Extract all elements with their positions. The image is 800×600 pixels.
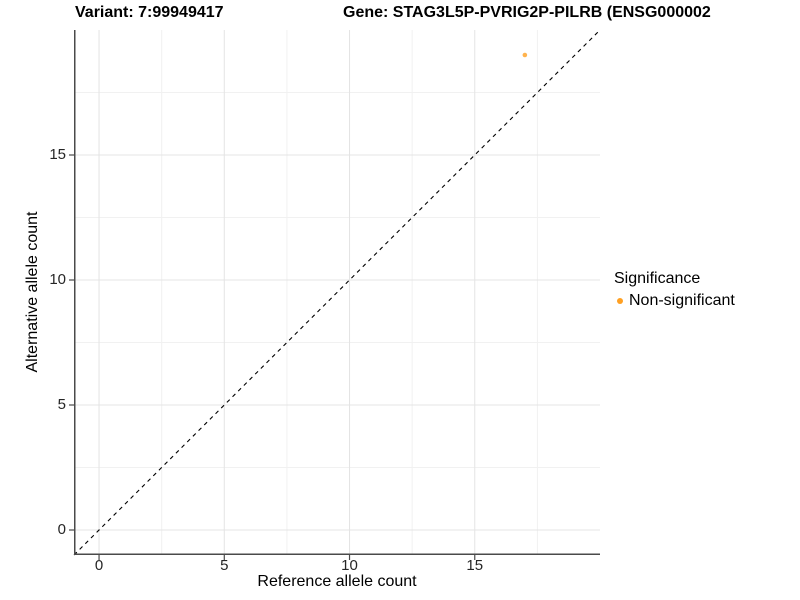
legend-dot-icon bbox=[617, 298, 623, 304]
x-tick-label: 5 bbox=[220, 557, 229, 574]
x-tick-label: 10 bbox=[341, 557, 358, 574]
data-point bbox=[522, 52, 528, 58]
identity-reference-line bbox=[73, 29, 601, 556]
y-tick-label: 5 bbox=[57, 396, 66, 413]
legend-item: Non-significant bbox=[614, 291, 735, 311]
legend-item-label: Non-significant bbox=[629, 292, 735, 309]
scatter-plot-panel bbox=[69, 29, 601, 560]
gene-title: Gene: STAG3L5P-PVRIG2P-PILRB (ENSG000002 bbox=[343, 4, 711, 21]
y-tick-label: 0 bbox=[57, 521, 66, 538]
variant-title: Variant: 7:99949417 bbox=[75, 4, 224, 21]
legend: Significance Non-significant bbox=[614, 269, 735, 311]
x-tick-label: 15 bbox=[466, 557, 484, 574]
y-axis-title: Alternative allele count bbox=[24, 211, 41, 373]
legend-items: Non-significant bbox=[614, 291, 735, 311]
y-tick-label: 10 bbox=[49, 271, 66, 288]
legend-title: Significance bbox=[614, 270, 701, 287]
x-tick-label: 0 bbox=[94, 557, 104, 574]
x-axis-title: Reference allele count bbox=[257, 573, 417, 590]
y-tick-label: 15 bbox=[49, 146, 66, 163]
